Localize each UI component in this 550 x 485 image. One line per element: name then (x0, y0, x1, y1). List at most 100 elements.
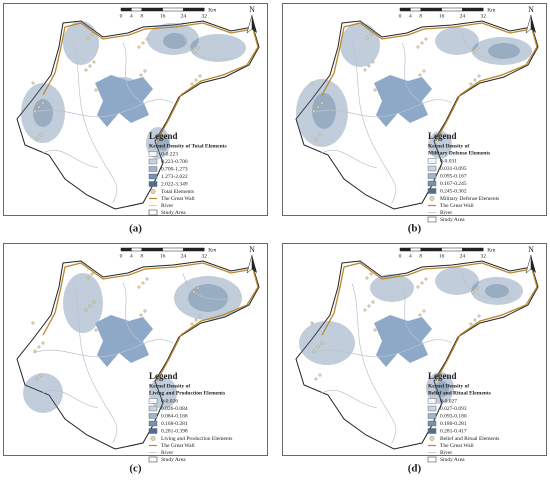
scale-segment (410, 7, 422, 12)
legend-swatch (148, 398, 158, 404)
panel-caption: (a) (129, 223, 142, 235)
density-zone (485, 284, 509, 298)
legend-study-area (427, 216, 437, 223)
element-point (88, 64, 92, 68)
scale-label: 4 (130, 13, 133, 19)
scale-segment (410, 247, 422, 252)
element-point (367, 64, 371, 68)
scale-segment (441, 247, 463, 252)
element-point (190, 82, 194, 86)
river (351, 282, 397, 444)
river (461, 32, 513, 60)
legend-title: Legend (428, 131, 457, 141)
legend-item: Military Defense Elements (440, 195, 499, 202)
legend-swatch (427, 405, 437, 412)
legend-swatch (148, 428, 158, 434)
density-zone (157, 135, 169, 151)
legend-swatch (427, 158, 437, 164)
legend-item: River (440, 450, 452, 456)
river (311, 99, 453, 118)
legend-swatch (427, 188, 437, 194)
element-point (365, 276, 369, 280)
element-point (314, 137, 318, 141)
river (321, 389, 378, 409)
element-point (475, 46, 479, 50)
legend-subtitle: Military Defense Elements (428, 150, 490, 156)
element-point (139, 313, 143, 317)
scale-segment (162, 7, 184, 12)
element-point (90, 272, 94, 276)
legend-class: 0.095-0.167 (440, 173, 467, 179)
legend-subtitle: Kernel Density of (428, 383, 469, 389)
scale-label: 16 (439, 13, 445, 19)
north-label: N (528, 245, 534, 254)
element-point (373, 88, 377, 92)
lake (95, 75, 153, 127)
scale-label: 24 (181, 253, 187, 259)
element-point (88, 304, 92, 308)
river (182, 272, 234, 300)
element-point (477, 314, 481, 318)
element-point (33, 109, 37, 113)
element-point (471, 50, 475, 54)
element-point (31, 321, 35, 325)
north-arrow (252, 255, 257, 273)
element-point (143, 309, 147, 313)
scale-segment (420, 7, 442, 12)
element-point (367, 304, 371, 308)
element-point (420, 41, 424, 45)
north-arrow (525, 254, 532, 274)
scale-label: 0 (399, 253, 402, 259)
legend-item: River (161, 203, 173, 209)
element-point (84, 68, 88, 72)
legend-swatch (427, 173, 437, 179)
element-point (94, 328, 98, 332)
element-point (39, 133, 43, 137)
element-point (141, 41, 145, 45)
element-point (369, 32, 373, 36)
density-zone (146, 127, 170, 159)
scale-segment (399, 7, 411, 12)
element-point (312, 109, 316, 113)
element-point (39, 373, 43, 377)
legend-point (150, 189, 156, 194)
legend-point (429, 196, 435, 201)
legend-swatch (427, 428, 437, 434)
density-zone (296, 79, 348, 147)
element-point (314, 377, 318, 381)
north-label: N (528, 5, 534, 14)
great-wall (42, 262, 259, 382)
scale-segment (420, 247, 442, 252)
element-point (469, 322, 473, 326)
river (72, 42, 118, 204)
element-point (141, 281, 145, 285)
element-point (198, 74, 202, 78)
density-zone (435, 267, 479, 295)
legend-class: 0.281-0.417 (440, 428, 467, 434)
legend-class: 0.223-0.700 (161, 159, 188, 165)
scale-label: 4 (409, 13, 412, 19)
legend-subtitle: Kernel Density of Total Elements (149, 143, 227, 149)
scale-label: 8 (419, 253, 422, 259)
lake (374, 75, 432, 127)
scale-segment (462, 247, 484, 252)
density-zone (340, 23, 380, 67)
river (351, 42, 397, 204)
element-point (41, 341, 45, 345)
element-point (422, 69, 426, 73)
density-zone (435, 381, 449, 397)
river (311, 339, 453, 358)
element-point (475, 286, 479, 290)
legend-item: The Great Wall (440, 443, 474, 449)
river (182, 32, 234, 60)
element-point (139, 73, 143, 77)
element-point (310, 321, 314, 325)
density-zone (370, 274, 414, 302)
legend-swatch (148, 405, 158, 412)
element-point (37, 105, 41, 109)
scale-segment (441, 7, 463, 12)
density-zone (21, 83, 65, 143)
element-point (198, 314, 202, 318)
scale-segment (183, 7, 205, 12)
